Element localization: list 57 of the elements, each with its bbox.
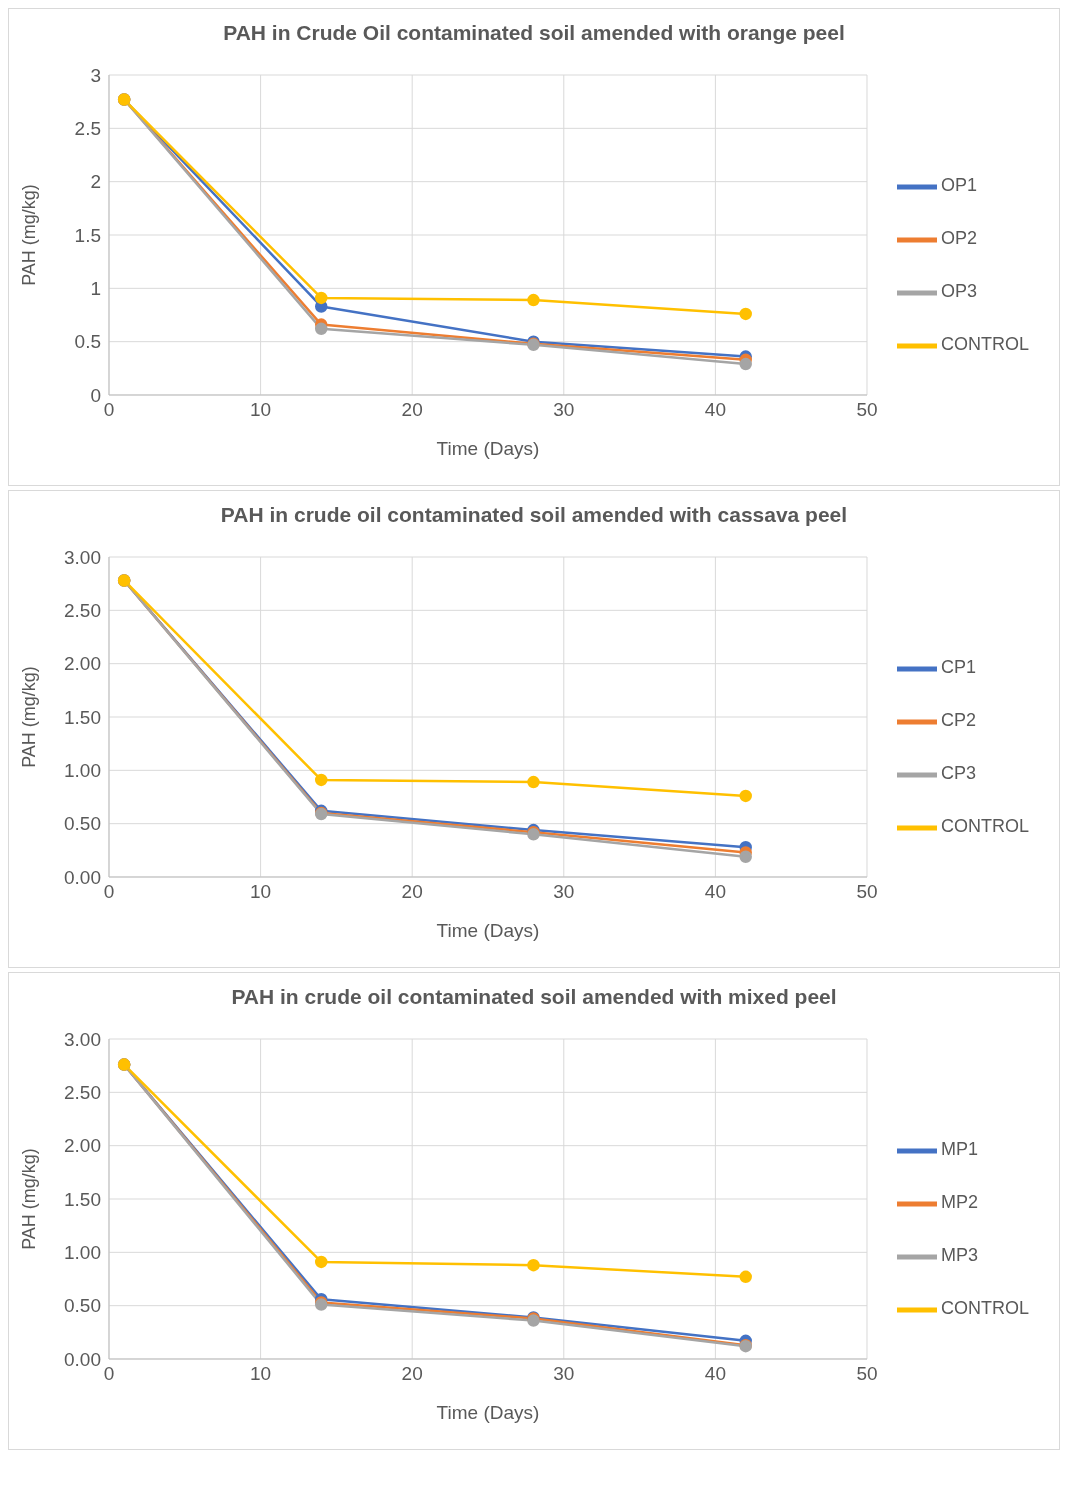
y-axis-title: PAH (mg/kg) [19, 666, 40, 768]
legend-label: CP1 [940, 657, 976, 677]
y-tick-label: 2.50 [64, 1082, 101, 1104]
y-tick-label: 2.00 [64, 1135, 101, 1157]
x-tick-label: 30 [553, 399, 575, 421]
y-tick-label: 2 [90, 171, 101, 193]
x-tick-label: 50 [856, 399, 878, 421]
y-tick-label: 0.00 [64, 1348, 101, 1370]
y-tick-label: 1.50 [64, 1188, 101, 1210]
y-tick-label: 1.5 [74, 224, 101, 246]
legend-label: CONTROL [940, 334, 1029, 354]
y-axis-title: PAH (mg/kg) [19, 184, 40, 286]
x-tick-label: 30 [553, 1363, 575, 1385]
x-tick-label: 20 [401, 881, 423, 903]
y-tick-label: 0.50 [64, 813, 101, 835]
y-tick-label: 1.50 [64, 706, 101, 728]
legend-label: OP1 [940, 175, 978, 195]
legend-label: OP3 [940, 281, 978, 301]
y-tick-label: 0.50 [64, 1295, 101, 1317]
y-tick-label: 0.5 [74, 331, 101, 353]
x-tick-label: 20 [401, 399, 423, 421]
y-axis-title: PAH (mg/kg) [19, 1148, 40, 1250]
legend-label: OP2 [940, 228, 978, 248]
y-tick-label: 1 [90, 278, 101, 300]
y-tick-label: 3 [90, 64, 101, 86]
x-tick-label: 20 [401, 1363, 423, 1385]
legend-label: MP3 [940, 1245, 978, 1265]
y-tick-label: 3.00 [64, 546, 101, 568]
legend-label: CONTROL [940, 1298, 1029, 1318]
y-tick-label: 0 [90, 384, 101, 406]
x-tick-label: 30 [553, 881, 575, 903]
x-tick-label: 50 [856, 1363, 878, 1385]
legend-label: MP2 [940, 1192, 978, 1212]
y-tick-label: 0.00 [64, 866, 101, 888]
legend-label: CONTROL [940, 816, 1029, 836]
x-tick-label: 10 [250, 1363, 272, 1385]
x-tick-label: 40 [704, 399, 726, 421]
x-tick-label: 10 [250, 399, 272, 421]
chart-title: PAH in crude oil contaminated soil amended with mixed peel [230, 984, 838, 1009]
y-tick-label: 2.5 [74, 118, 101, 140]
legend-label: MP1 [940, 1139, 978, 1159]
x-tick-label: 50 [856, 881, 878, 903]
y-tick-label: 3.00 [64, 1028, 101, 1050]
x-tick-label: 40 [704, 1363, 726, 1385]
x-tick-label: 40 [704, 881, 726, 903]
x-axis-title: Time (Days) [436, 1402, 540, 1423]
y-tick-label: 2.50 [64, 600, 101, 622]
y-tick-label: 1.00 [64, 760, 101, 782]
legend-label: CP2 [940, 710, 976, 730]
x-axis-title: Time (Days) [436, 438, 540, 459]
y-tick-label: 2.00 [64, 653, 101, 675]
y-tick-label: 1.00 [64, 1242, 101, 1264]
legend-label: CP3 [940, 763, 976, 783]
chart-title: PAH in crude oil contaminated soil amended with cassava peel [219, 502, 849, 527]
x-tick-label: 10 [250, 881, 272, 903]
x-axis-title: Time (Days) [436, 920, 540, 941]
chart-title: PAH in Crude Oil contaminated soil amended with orange peel [222, 20, 846, 45]
